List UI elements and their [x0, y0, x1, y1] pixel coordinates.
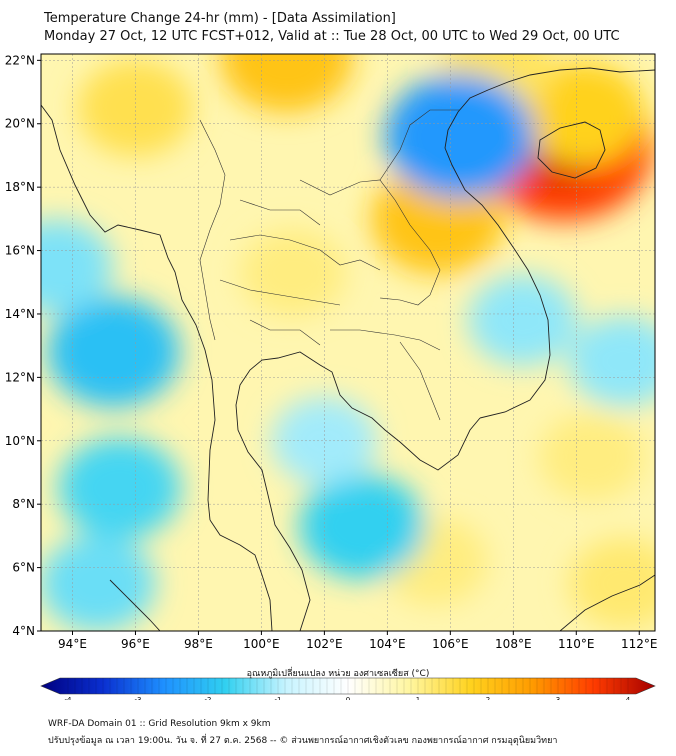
colorbar-ticks: -4 -3 -2 -1 0 1 2 3 4: [65, 678, 631, 700]
footer-update-info: ปรับปรุงข้อมูล ณ เวลา 19:00น. วัน จ. ที่…: [48, 736, 558, 746]
coastlines: [41, 67, 655, 631]
colorbar: -4 -3 -2 -1 0 1 2 3 4: [40, 677, 656, 700]
lon-tick-label: 110°E: [558, 637, 595, 651]
thai-provinces-1: [229, 234, 381, 271]
lat-tick-label: 8°N: [12, 497, 35, 511]
lon-tick-label: 112°E: [621, 637, 658, 651]
coastline-vietnam-east: [444, 67, 655, 419]
coastline-gulf-thailand: [235, 351, 481, 631]
map-frame: [40, 53, 656, 632]
lat-tick-label: 6°N: [12, 561, 35, 575]
temperature-field: [41, 54, 655, 631]
lat-tick-label: 12°N: [5, 370, 35, 384]
latitude-labels: 22°N 20°N 18°N 16°N 14°N 12°N 10°N 8°N 6°N 4°N: [5, 53, 41, 638]
field-cold-west-coast: [41, 219, 113, 314]
lat-tick-label: 18°N: [5, 180, 35, 194]
lon-tick-label: 104°E: [369, 637, 406, 651]
colorbar-title: อุณหภูมิเปลี่ยนแปลง หน่วย องศาเซลเซียส (…: [246, 669, 430, 679]
border-laos-vietnam: [379, 109, 460, 181]
colorbar-tick-label: 3: [556, 696, 560, 700]
field-cold-east-sea-2: [569, 316, 655, 407]
lon-tick-label: 108°E: [495, 637, 532, 651]
coastline-myanmar-west: [41, 104, 216, 521]
lon-tick-label: 96°E: [121, 637, 150, 651]
border-cambodia-vietnam: [399, 341, 441, 421]
field-warm-north-gulf: [519, 61, 646, 167]
field-warm-bottom-right: [569, 538, 655, 629]
colorbar-tick-label: 1: [416, 696, 420, 700]
coastline-borneo: [559, 574, 655, 631]
coastline-hainan: [537, 121, 606, 179]
field-warm-top: [220, 54, 353, 113]
border-thailand-cambodia: [330, 329, 441, 351]
field-cold-gulf-thailand: [299, 473, 426, 579]
field-warm-gulf-east: [539, 412, 645, 501]
lat-tick-label: 4°N: [12, 624, 35, 638]
field-cold-sw: [41, 535, 156, 631]
colorbar-tick-label: -3: [135, 696, 142, 700]
field-cold-east-sea: [468, 274, 578, 366]
lon-tick-label: 102°E: [306, 637, 343, 651]
colorbar-bar: [40, 677, 656, 695]
field-cold-gulf-tonkin: [385, 74, 535, 199]
lat-tick-label: 14°N: [5, 307, 35, 321]
thai-provinces-4: [249, 319, 321, 346]
thai-provinces-2: [219, 279, 341, 306]
lat-tick-label: 20°N: [5, 117, 35, 131]
colorbar-tick-label: 0: [346, 696, 350, 700]
longitude-labels: 94°E 96°E 98°E 100°E 102°E 104°E 106°E 108°E 110…: [58, 631, 658, 651]
map-plot-area: [41, 54, 655, 631]
coastline-peninsula-west: [209, 519, 273, 631]
lon-tick-label: 100°E: [243, 637, 280, 651]
map-gridlines: [41, 54, 655, 631]
field-cold-andaman-south: [58, 437, 181, 540]
border-thailand-laos: [299, 179, 441, 306]
admin-borders: [199, 109, 460, 421]
lon-tick-label: 98°E: [184, 637, 213, 651]
colorbar-tick-label: -4: [65, 696, 73, 700]
lat-tick-label: 16°N: [5, 244, 35, 258]
field-cold-andaman: [47, 296, 180, 408]
colorbar-tick-label: 2: [486, 696, 490, 700]
border-myanmar-thailand: [199, 119, 226, 341]
footer-model-info: WRF-DA Domain 01 :: Grid Resolution 9km …: [48, 719, 271, 729]
map-figure: 22°N 20°N 18°N 16°N 14°N 12°N 10°N 8°N 6°N 4°N 94…: [5, 53, 658, 700]
colorbar-tick-label: 4: [626, 696, 631, 700]
colorbar-tick-label: -2: [205, 696, 212, 700]
lon-tick-label: 94°E: [58, 637, 87, 651]
chart-subtitle: Monday 27 Oct, 12 UTC FCST+012, Valid at…: [44, 29, 620, 44]
colorbar-tick-label: -1: [275, 696, 282, 700]
lat-tick-label: 10°N: [5, 434, 35, 448]
field-cold-sw-cambodia: [271, 396, 378, 485]
coastline-sumatra: [109, 579, 161, 631]
lat-tick-label: 22°N: [5, 53, 35, 67]
thai-provinces-3: [239, 199, 321, 226]
lon-tick-label: 106°E: [432, 637, 469, 651]
chart-title: Temperature Change 24-hr (mm) - [Data As…: [44, 11, 396, 26]
